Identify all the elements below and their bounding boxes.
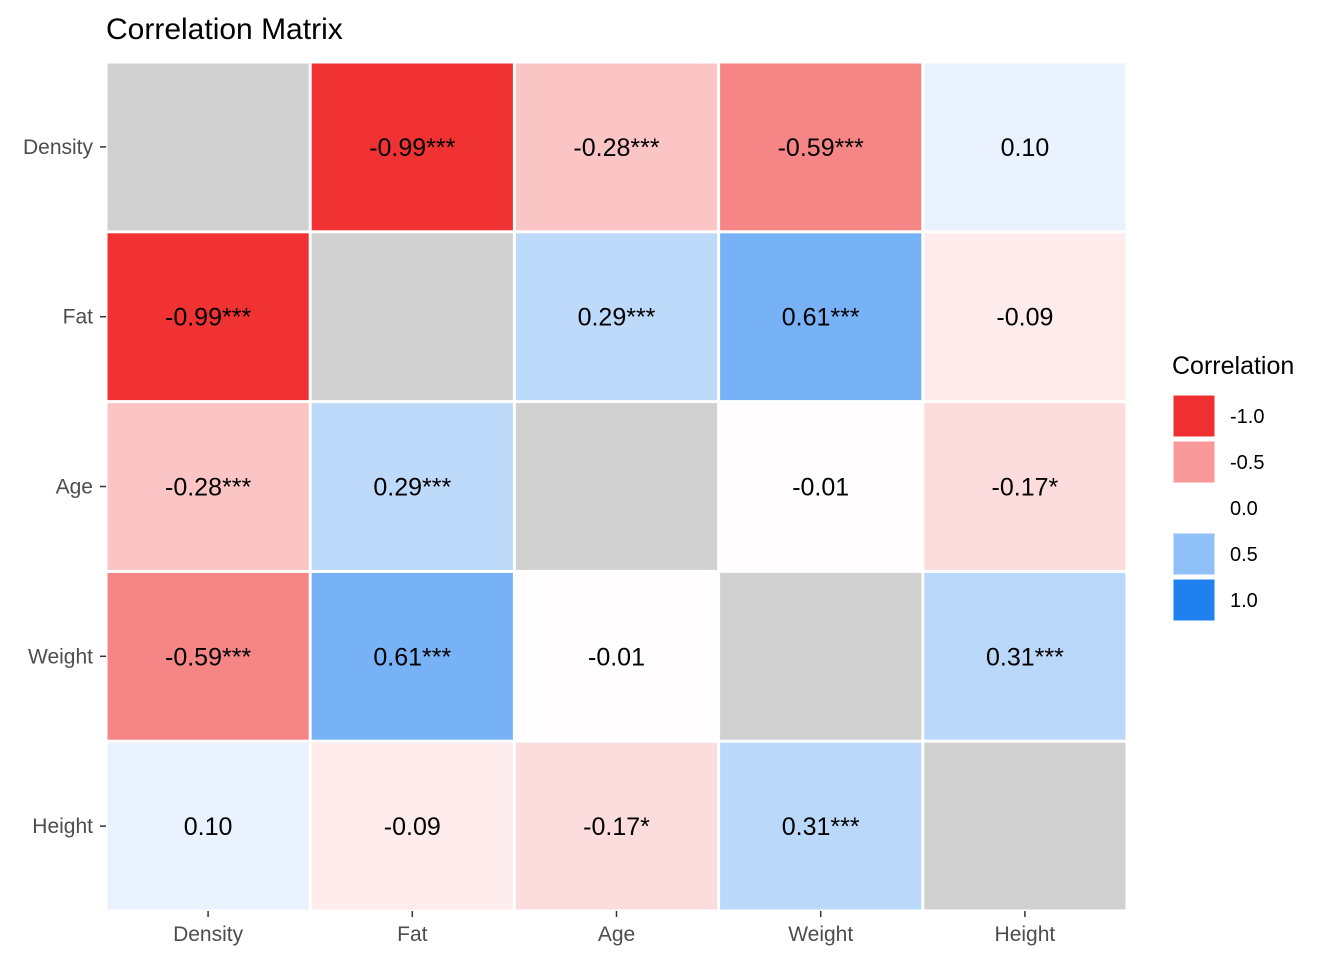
legend-label: -1.0 (1230, 406, 1264, 428)
cell-value-label: 0.29*** (578, 304, 656, 332)
cell-value-label: -0.99*** (165, 304, 251, 332)
cell-value-label: -0.28*** (573, 134, 659, 162)
cell-value-label: -0.09 (996, 304, 1053, 332)
heatmap-cell-age-height (924, 403, 1126, 570)
heatmap-cell-weight-height (924, 572, 1126, 740)
cell-value-label: 0.29*** (373, 474, 451, 502)
legend-key (1172, 532, 1216, 576)
heatmap-cell-density-weight (720, 63, 922, 231)
x-axis: Density Fat Age Weight Height (173, 911, 1055, 946)
heatmap-cell-fat-weight (720, 233, 922, 401)
heatmap-cell-weight-age (515, 572, 718, 740)
heatmap-cell-density-fat (311, 63, 513, 231)
x-tick-label: Weight (788, 923, 853, 946)
heatmap-cell-fat-height (924, 233, 1126, 401)
cell-value-label: -0.59*** (165, 643, 251, 671)
heatmap-cell-age-fat (311, 403, 513, 570)
heatmap-cell-age-age (515, 403, 718, 570)
heatmap-cell-fat-fat (311, 233, 513, 401)
heatmap-cell-height-height (924, 742, 1126, 910)
heatmap-cell-height-fat (311, 742, 513, 910)
y-tick-label: Fat (63, 306, 94, 329)
y-tick-label: Weight (28, 645, 93, 668)
heatmap-cell-fat-density (107, 233, 309, 401)
heatmap-cell-weight-fat (311, 572, 513, 740)
legend-key (1172, 578, 1216, 622)
legend-label: -0.5 (1230, 452, 1264, 474)
legend-label: 0.5 (1230, 544, 1258, 566)
cell-value-label: -0.17* (583, 813, 650, 841)
legend-title: Correlation (1172, 352, 1294, 380)
cell-value-label: -0.99*** (369, 134, 455, 162)
chart-title: Correlation Matrix (106, 13, 343, 46)
heatmap-cell-density-height (924, 63, 1126, 231)
legend-label: 0.0 (1230, 498, 1258, 520)
cell-value-label: 0.10 (184, 813, 233, 841)
heatmap-cell-density-age (515, 63, 718, 231)
heatmap-cell-age-weight (720, 403, 922, 570)
cell-value-label: 0.10 (1001, 134, 1050, 162)
heatmap-cell-weight-weight (720, 572, 922, 740)
x-tick-label: Height (995, 923, 1056, 946)
cell-value-label: -0.01 (588, 643, 645, 671)
cell-value-label: 0.31*** (782, 813, 860, 841)
heatmap-cell-density-density (107, 63, 309, 231)
y-tick-label: Age (56, 476, 93, 499)
y-tick-label: Density (23, 136, 94, 159)
heatmap-cell-height-age (515, 742, 718, 910)
heatmap-cell-age-density (107, 403, 309, 570)
x-tick-label: Density (173, 923, 244, 946)
cell-value-label: -0.28*** (165, 474, 251, 502)
heatmap-cell-height-density (107, 742, 309, 910)
legend-key (1172, 486, 1216, 530)
y-tick-label: Height (32, 815, 93, 838)
cell-value-label: 0.61*** (782, 304, 860, 332)
cell-value-label: -0.59*** (778, 134, 864, 162)
x-tick-label: Age (598, 923, 635, 946)
legend: Correlation -1.0 -0.5 0.0 0.5 1.0 (1172, 352, 1294, 622)
cell-value-label: -0.17* (992, 474, 1059, 502)
cell-value-label: -0.01 (792, 474, 849, 502)
y-axis: Density Fat Age Weight Height (23, 136, 106, 838)
cell-value-label: 0.31*** (986, 643, 1064, 671)
heatmap-cell-height-weight (720, 742, 922, 910)
cell-value-label: 0.61*** (373, 643, 451, 671)
cell-value-label: -0.09 (384, 813, 441, 841)
heatmap-cells (107, 63, 1126, 910)
heatmap-cell-fat-age (515, 233, 718, 401)
heatmap-cell-weight-density (107, 572, 309, 740)
legend-key (1172, 440, 1216, 484)
heatmap-cell-labels: -0.99*** -0.28*** -0.59*** 0.10 -0.99*** 0.29… (165, 134, 1064, 841)
legend-key (1172, 394, 1216, 438)
legend-label: 1.0 (1230, 590, 1258, 612)
x-tick-label: Fat (397, 923, 428, 946)
